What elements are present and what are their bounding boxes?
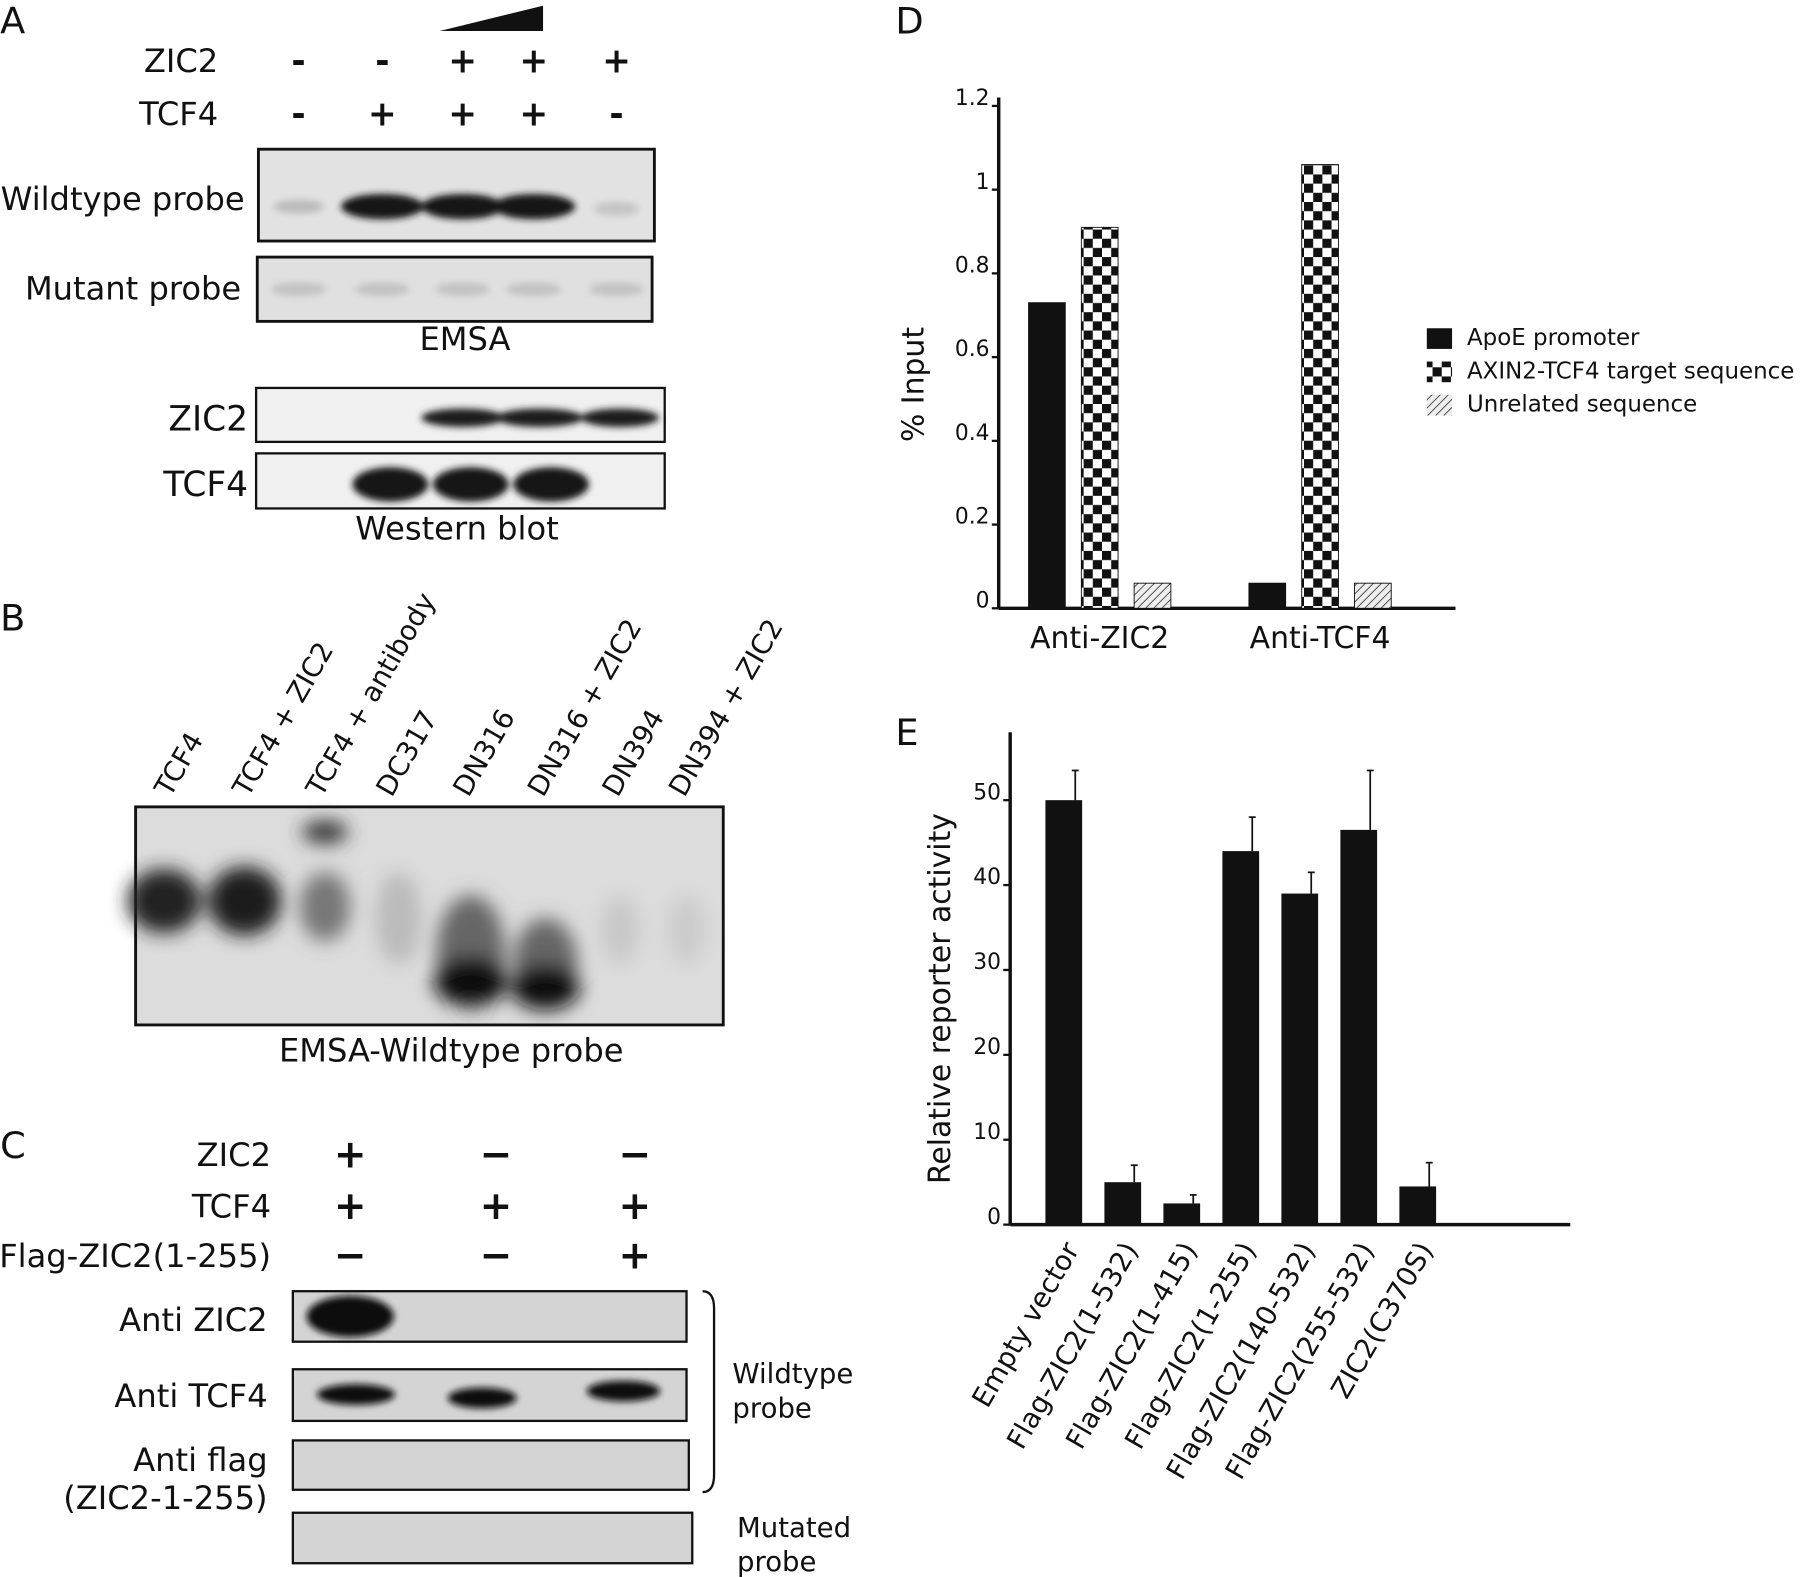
panel-label: C [0, 1124, 26, 1167]
panel-label: E [895, 711, 918, 754]
row-label: TCF4 [138, 95, 218, 133]
y-tick-label: 1 [976, 170, 990, 195]
panel-a-blots [254, 5, 666, 510]
blot-label: Anti ZIC2 [119, 1301, 267, 1339]
bar [1248, 582, 1287, 609]
bar [1045, 800, 1083, 1225]
legend-swatch [1426, 328, 1453, 349]
sign: − [480, 1132, 513, 1177]
lane-label: TCF4 [148, 727, 210, 803]
caption: Western blot [355, 509, 559, 547]
blot-label: Wildtype probe [1, 180, 245, 218]
bracket [702, 1290, 716, 1494]
sign: + [334, 1184, 367, 1229]
sign: + [480, 1184, 513, 1229]
lane-label: DN316 [447, 704, 522, 802]
sign: − [480, 1233, 513, 1278]
lane-label: TCF4 + antibody [299, 587, 442, 802]
y-tick-label: 0 [976, 588, 990, 613]
sign: + [619, 1233, 652, 1278]
panel-c-blots [291, 1290, 716, 1565]
bracket-label: probe [737, 1546, 816, 1577]
y-tick-label: 20 [973, 1035, 1001, 1060]
row-label: Flag-ZIC2(1-255) [0, 1237, 271, 1275]
y-axis-label: Relative reporter activity [923, 813, 958, 1184]
bar [1028, 302, 1066, 609]
blot-label: ZIC2 [168, 400, 248, 440]
lane-label: DN394 + ZIC2 [663, 614, 790, 802]
bar [1080, 226, 1119, 609]
x-tick-label: Anti-ZIC2 [1030, 621, 1169, 656]
y-tick-label: 0 [987, 1205, 1001, 1230]
panel-label: A [0, 0, 25, 42]
bar [1340, 829, 1378, 1225]
bar [1399, 1186, 1437, 1225]
blot-label: Anti flag [133, 1441, 267, 1479]
sign: - [291, 94, 305, 134]
sign: + [519, 42, 548, 82]
bar [1301, 164, 1339, 609]
sign: + [602, 42, 631, 82]
sign: - [609, 94, 623, 134]
row-label: TCF4 [191, 1188, 271, 1226]
bar [1163, 1203, 1201, 1225]
sign: + [368, 94, 397, 134]
y-tick-label: 50 [973, 780, 1001, 805]
y-tick-label: 10 [973, 1120, 1001, 1145]
lane-label: DC317 [370, 705, 444, 802]
bar [1354, 582, 1392, 609]
sign: + [448, 42, 477, 82]
bar [1104, 1182, 1142, 1225]
gradient-ramp [439, 5, 544, 31]
sign: − [619, 1132, 652, 1177]
blot [291, 1439, 690, 1491]
y-tick-label: 0.8 [955, 254, 990, 279]
bracket-label: probe [732, 1392, 811, 1424]
x-tick-label: Anti-TCF4 [1250, 621, 1391, 656]
legend-label: AXIN2-TCF4 target sequence [1467, 358, 1794, 384]
caption: EMSA [420, 320, 511, 358]
legend-swatch [1426, 361, 1453, 383]
y-axis-label: % Input [896, 327, 931, 442]
legend-label: Unrelated sequence [1467, 392, 1697, 418]
y-tick-label: 0.6 [955, 337, 990, 362]
blot-label: TCF4 [162, 465, 248, 505]
bracket-label: Mutated [737, 1512, 851, 1544]
y-tick-label: 40 [973, 865, 1001, 890]
caption: EMSA-Wildtype probe [279, 1031, 624, 1069]
sign: - [291, 42, 305, 82]
panel-label: D [895, 0, 923, 42]
row-label: ZIC2 [197, 1136, 271, 1174]
sign: + [619, 1184, 652, 1229]
bar [1222, 851, 1260, 1225]
sign: + [448, 94, 477, 134]
panel-b-blot [127, 805, 725, 1027]
blot-label: (ZIC2-1-255) [63, 1479, 267, 1517]
sign: + [334, 1132, 367, 1177]
legend-swatch [1426, 394, 1453, 416]
lane-label: DN394 [596, 704, 671, 802]
row-label: ZIC2 [144, 42, 218, 80]
y-tick-label: 30 [973, 950, 1001, 975]
panel-label: B [0, 596, 25, 639]
legend-label: ApoE promoter [1467, 325, 1640, 351]
y-tick-label: 1.2 [955, 86, 990, 111]
y-tick-label: 0.4 [955, 421, 990, 446]
blot-label: Mutant probe [25, 269, 241, 307]
blot-label: Anti TCF4 [114, 1377, 267, 1415]
sign: + [519, 94, 548, 134]
bracket-label: Wildtype [732, 1358, 853, 1390]
y-tick-label: 0.2 [955, 505, 990, 530]
sign: - [375, 42, 389, 82]
bar [1281, 893, 1319, 1225]
blot [291, 1511, 694, 1565]
bar [1133, 582, 1172, 609]
sign: − [334, 1233, 367, 1278]
